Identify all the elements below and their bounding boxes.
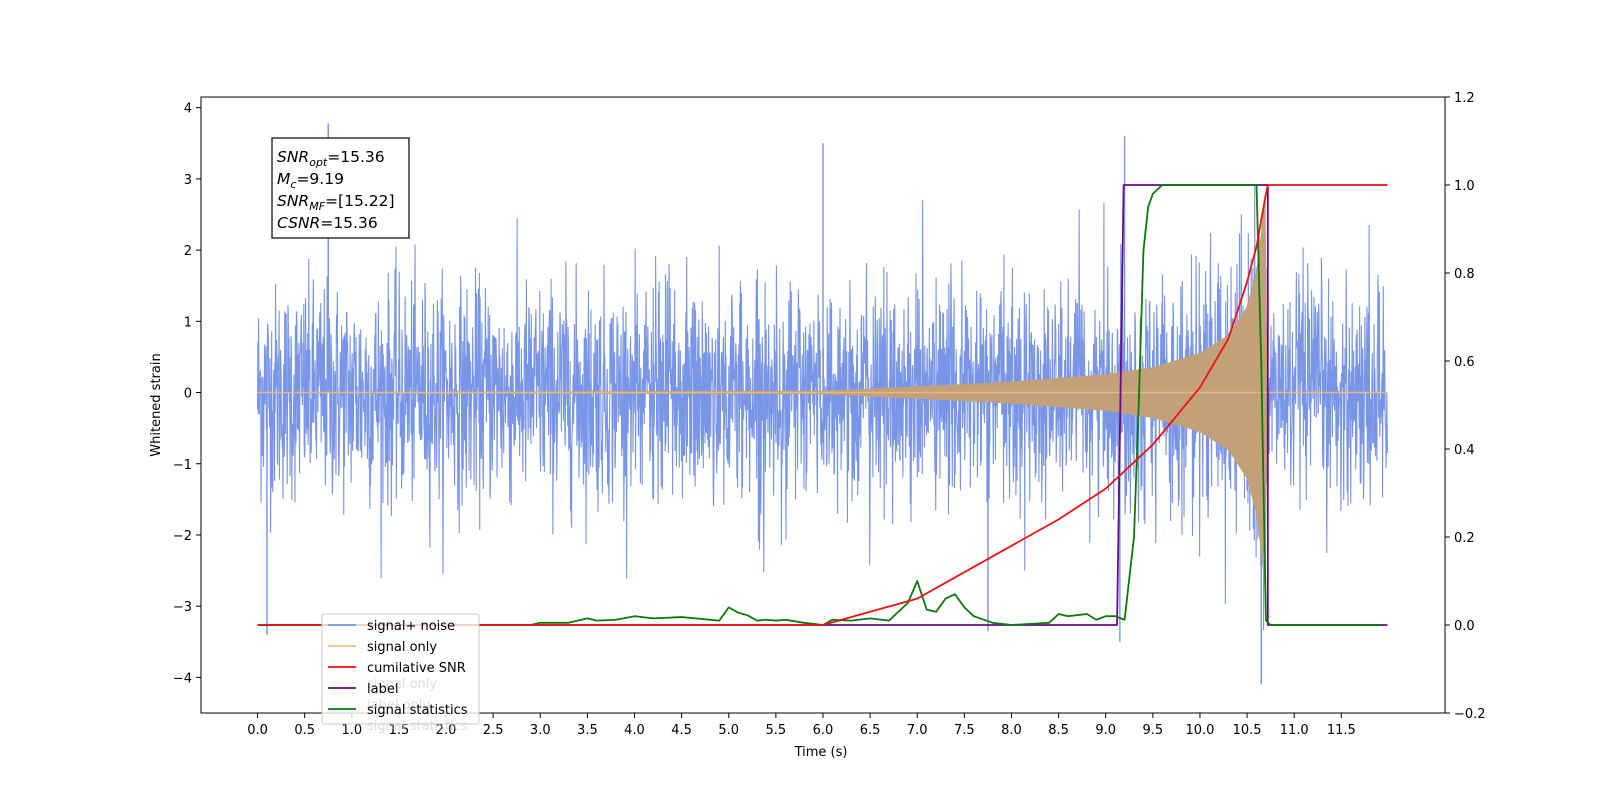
y-right-tick-label: 1.0 bbox=[1454, 179, 1475, 194]
x-tick-label: 10.0 bbox=[1185, 723, 1214, 738]
legend-label: signal only bbox=[367, 640, 437, 655]
y-right-tick-label: 0.4 bbox=[1454, 443, 1475, 458]
annotation-line: CSNR=15.36 bbox=[277, 214, 378, 232]
legend-label: cumilative SNR bbox=[367, 661, 466, 676]
x-tick-label: 8.0 bbox=[1001, 723, 1022, 738]
y-right-tick-label: 0.6 bbox=[1454, 355, 1475, 370]
x-tick-label: 6.5 bbox=[860, 723, 881, 738]
series-signal-statistics bbox=[257, 184, 1381, 626]
y-axis-title: Whitened strain bbox=[149, 353, 164, 456]
x-tick-label: 5.5 bbox=[766, 723, 787, 738]
legend-label: label bbox=[367, 682, 398, 697]
x-tick-label: 11.0 bbox=[1280, 723, 1309, 738]
x-tick-label: 7.5 bbox=[954, 723, 975, 738]
y-left-tick-label: 3 bbox=[184, 173, 192, 188]
annotation-line: SNRopt=15.36 bbox=[277, 148, 385, 169]
y-right-tick-label: 0.2 bbox=[1454, 531, 1475, 546]
y-right-tick-label: 1.2 bbox=[1454, 91, 1475, 106]
x-axis-title: Time (s) bbox=[794, 745, 848, 760]
x-tick-label: 6.0 bbox=[813, 723, 834, 738]
legend-label: signal statistics bbox=[367, 703, 468, 718]
y-left-tick-label: 2 bbox=[184, 244, 192, 259]
annotation-line: Mc=9.19 bbox=[277, 170, 344, 191]
x-tick-label: 0.0 bbox=[247, 723, 268, 738]
annotation-frame bbox=[271, 137, 410, 239]
y-right-tick-label: 0.0 bbox=[1454, 619, 1475, 634]
x-tick-label: 0.5 bbox=[294, 723, 315, 738]
stats-annotation: SNRopt=15.36Mc=9.19SNRMF=[15.22]CSNR=15.… bbox=[271, 137, 410, 239]
x-tick-label: 9.5 bbox=[1143, 723, 1164, 738]
legend-ghost-label: signal only bbox=[367, 677, 437, 692]
x-tick-label: 1.0 bbox=[341, 723, 362, 738]
x-tick-label: 2.0 bbox=[436, 723, 457, 738]
y-left-tick-label: −4 bbox=[173, 671, 192, 686]
series-cumulative-snr bbox=[257, 184, 1388, 626]
x-tick-label: 8.5 bbox=[1048, 723, 1069, 738]
y-left-tick-label: −2 bbox=[173, 529, 192, 544]
x-tick-label: 2.5 bbox=[483, 723, 504, 738]
annotation-line: SNRMF=[15.22] bbox=[277, 192, 395, 213]
y-left-tick-label: 0 bbox=[184, 387, 192, 402]
y-right-tick-label: −0.2 bbox=[1454, 707, 1486, 722]
legend-ghost-label: label only bbox=[367, 698, 430, 713]
x-tick-label: 5.0 bbox=[718, 723, 739, 738]
y-left-tick-label: −3 bbox=[173, 600, 192, 615]
series-signal-noise bbox=[257, 185, 1389, 631]
y-right-tick-label: 0.8 bbox=[1454, 267, 1475, 282]
x-tick-label: 11.5 bbox=[1327, 723, 1356, 738]
x-tick-label: 3.5 bbox=[577, 723, 598, 738]
x-tick-label: 1.5 bbox=[389, 723, 410, 738]
y-left-tick-label: 1 bbox=[184, 315, 192, 330]
x-tick-label: 10.5 bbox=[1233, 723, 1262, 738]
y-left-tick-label: −1 bbox=[173, 458, 192, 473]
x-tick-label: 9.0 bbox=[1095, 723, 1116, 738]
legend-frame bbox=[321, 613, 480, 725]
x-tick-label: 4.5 bbox=[671, 723, 692, 738]
legend-label: signal+ noise bbox=[367, 619, 455, 634]
y-left-tick-label: 4 bbox=[184, 102, 192, 117]
legend-ghost-label: signal statistics bbox=[367, 719, 468, 734]
x-tick-label: 3.0 bbox=[530, 723, 551, 738]
x-tick-label: 4.0 bbox=[624, 723, 645, 738]
x-tick-label: 7.0 bbox=[907, 723, 928, 738]
